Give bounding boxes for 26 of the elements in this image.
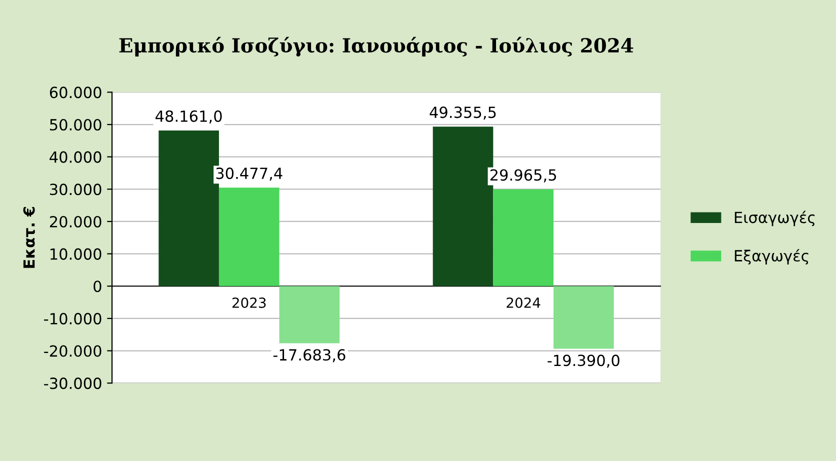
y-tick-label: 60.000	[50, 86, 102, 98]
y-tick-label: 40.000	[50, 151, 102, 163]
y-tick-label: -10.000	[44, 312, 102, 324]
bar	[554, 286, 614, 349]
data-label: 48.161,0	[156, 110, 222, 124]
data-label: 29.965,5	[490, 169, 556, 182]
x-tick-label: 2023	[232, 297, 266, 308]
chart-title: Εμπορικό Ισοζύγιο: Ιανουάριος - Ιούλιος 2024	[119, 36, 634, 56]
y-tick-label: -20.000	[44, 345, 102, 357]
y-tick-label: -30.000	[44, 378, 102, 390]
y-tick-label: 50.000	[50, 118, 102, 131]
data-label: -19.390,0	[548, 354, 620, 368]
y-tick-label: 0	[94, 280, 102, 292]
bar	[218, 188, 280, 286]
legend-label: Εισαγωγές	[734, 210, 815, 226]
y-tick-label: 20.000	[50, 216, 102, 228]
data-label: -17.683,6	[273, 349, 346, 362]
data-label: 49.355,5	[430, 106, 496, 120]
legend-label: Εξαγωγές	[734, 249, 808, 265]
data-label: 30.477,4	[216, 168, 282, 181]
y-axis-title: Εκατ. €	[23, 207, 35, 268]
bar	[279, 286, 340, 344]
y-tick-label: 30.000	[50, 184, 102, 196]
bar	[493, 189, 554, 286]
x-tick-label: 2024	[506, 297, 540, 308]
y-tick-label: 10.000	[50, 248, 102, 260]
